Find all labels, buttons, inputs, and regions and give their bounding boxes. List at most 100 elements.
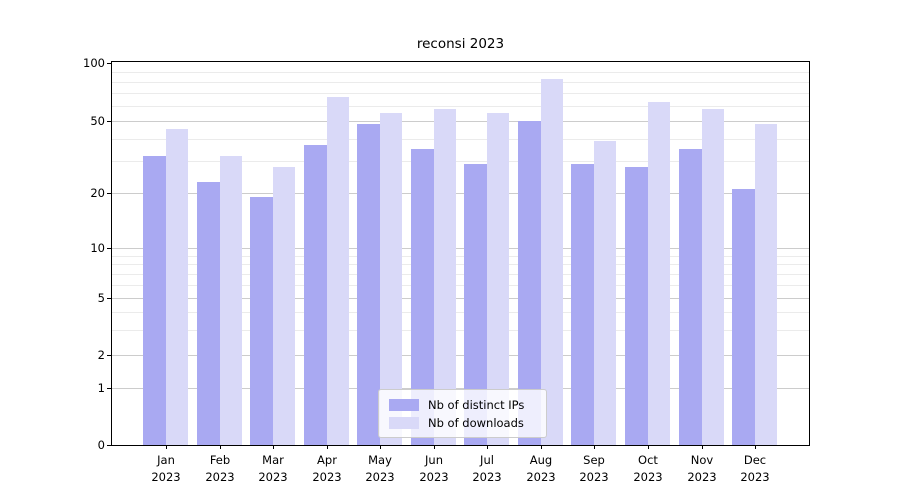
x-tick-year: 2023 (258, 469, 288, 484)
x-tick-year: 2023 (472, 469, 502, 484)
x-tick-mark (487, 445, 488, 449)
x-tick-label-sep: Sep 2023 (562, 452, 626, 485)
gridline-minor (112, 285, 809, 286)
bar-ips-apr (304, 145, 327, 445)
y-tick-label: 2 (97, 348, 105, 362)
bar-downloads-apr (327, 97, 349, 445)
bar-downloads-jul (487, 113, 509, 445)
x-tick-month: Sep (583, 453, 605, 467)
x-tick-year: 2023 (740, 469, 770, 484)
x-tick-month: Mar (262, 453, 284, 467)
gridline-major (112, 298, 809, 299)
gridline-minor (112, 161, 809, 162)
x-tick-label-aug: Aug 2023 (509, 452, 573, 485)
gridline-minor (112, 72, 809, 73)
x-tick-year: 2023 (579, 469, 609, 484)
x-tick-mark (594, 445, 595, 449)
y-tick-label: 10 (90, 241, 105, 255)
x-tick-mark (166, 445, 167, 449)
bar-ips-sep (571, 164, 594, 445)
y-tick-label: 0 (97, 438, 105, 452)
x-tick-label-oct: Oct 2023 (616, 452, 680, 485)
y-tick-label: 20 (90, 186, 105, 200)
bar-downloads-dec (755, 124, 777, 445)
legend-swatch-ips (389, 398, 419, 411)
gridline-major (112, 355, 809, 356)
gridline-minor (112, 93, 809, 94)
x-tick-year: 2023 (633, 469, 663, 484)
bar-downloads-mar (273, 167, 295, 445)
bar-ips-nov (679, 149, 702, 445)
x-tick-label-jul: Jul 2023 (455, 452, 519, 485)
bar-ips-may (357, 124, 380, 445)
legend-label-ips: Nb of distinct IPs (428, 397, 525, 412)
x-tick-label-dec: Dec 2023 (723, 452, 787, 485)
bar-ips-feb (197, 182, 220, 445)
bar-ips-jun (411, 149, 434, 445)
bar-downloads-jun (434, 109, 456, 445)
gridline-minor (112, 82, 809, 83)
y-tick-mark (107, 121, 111, 122)
x-tick-mark (755, 445, 756, 449)
x-tick-month: Apr (317, 453, 337, 467)
y-tick-mark (107, 445, 111, 446)
x-tick-mark (380, 445, 381, 449)
x-tick-year: 2023 (419, 469, 449, 484)
x-tick-month: Nov (690, 453, 714, 467)
legend-item-ips: Nb of distinct IPs (379, 398, 546, 412)
x-tick-year: 2023 (151, 469, 181, 484)
x-tick-mark (220, 445, 221, 449)
x-tick-month: Dec (743, 453, 767, 467)
legend: Nb of distinct IPs Nb of downloads (378, 389, 547, 438)
gridline-major (112, 248, 809, 249)
legend-label-downloads: Nb of downloads (428, 415, 524, 430)
x-tick-label-jun: Jun 2023 (402, 452, 466, 485)
y-tick-label: 50 (90, 114, 105, 128)
x-tick-month: May (368, 453, 392, 467)
gridline-minor (112, 106, 809, 107)
plot-area (111, 61, 810, 446)
bar-ips-aug (518, 121, 541, 445)
x-tick-label-feb: Feb 2023 (188, 452, 252, 485)
x-tick-year: 2023 (687, 469, 717, 484)
gridline-minor (112, 256, 809, 257)
x-tick-year: 2023 (205, 469, 235, 484)
y-tick-label: 5 (97, 291, 105, 305)
bar-downloads-aug (541, 79, 563, 445)
bar-downloads-feb (220, 156, 242, 445)
bar-downloads-oct (648, 102, 670, 445)
y-tick-mark (107, 355, 111, 356)
x-tick-label-jan: Jan 2023 (134, 452, 198, 485)
y-tick-mark (107, 248, 111, 249)
bar-downloads-nov (702, 109, 724, 445)
gridline-minor (112, 139, 809, 140)
x-tick-year: 2023 (526, 469, 556, 484)
x-tick-mark (434, 445, 435, 449)
x-tick-month: Oct (638, 453, 658, 467)
bar-ips-oct (625, 167, 648, 445)
gridline-major (112, 193, 809, 194)
gridline-minor (112, 312, 809, 313)
gridline-major (112, 388, 809, 389)
x-tick-month: Jul (480, 453, 494, 467)
y-tick-label: 100 (83, 56, 105, 70)
x-tick-mark (702, 445, 703, 449)
bar-downloads-may (380, 113, 402, 445)
x-tick-label-may: May 2023 (348, 452, 412, 485)
x-tick-mark (648, 445, 649, 449)
y-tick-mark (107, 63, 111, 64)
gridline-minor (112, 274, 809, 275)
legend-item-downloads: Nb of downloads (379, 416, 546, 430)
gridline-minor (112, 264, 809, 265)
x-tick-year: 2023 (365, 469, 395, 484)
x-tick-mark (327, 445, 328, 449)
x-tick-year: 2023 (312, 469, 342, 484)
y-tick-mark (107, 388, 111, 389)
x-tick-month: Jun (425, 453, 443, 467)
x-tick-label-mar: Mar 2023 (241, 452, 305, 485)
x-tick-label-nov: Nov 2023 (670, 452, 734, 485)
chart-title: reconsi 2023 (416, 36, 505, 52)
y-tick-mark (107, 193, 111, 194)
bar-ips-jan (143, 156, 166, 445)
